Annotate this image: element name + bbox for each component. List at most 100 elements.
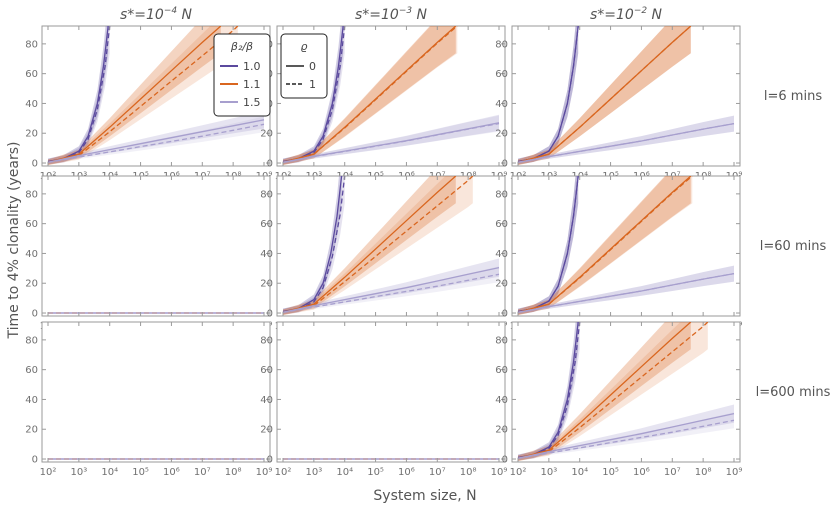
y-tick-label: 0: [32, 159, 38, 170]
plot-area: [517, 322, 735, 462]
band-beta-1.5-rho-0: [518, 404, 734, 460]
series-line-beta-1.5-rho-1: [517, 419, 735, 459]
band-beta-1.1-rho-1: [518, 176, 693, 316]
y-tick-label: 60: [260, 219, 273, 230]
series-line-beta-1.1-rho-0: [47, 26, 222, 163]
y-tick-label: 20: [260, 279, 273, 290]
y-tick-label: 60: [495, 365, 508, 376]
y-tick-label: 40: [495, 249, 508, 260]
band-beta-1.1-rho-1: [48, 26, 238, 166]
y-tick-label: 40: [260, 249, 273, 260]
x-tick-label: 10²: [40, 467, 57, 478]
legend-beta: β₂/β 1.0 1.1 1.5: [213, 33, 271, 117]
series-line-beta-1.0-rho-1: [517, 322, 581, 459]
band-beta-1.0-rho-0: [283, 26, 344, 165]
series-line-beta-1.5-rho-0: [47, 119, 265, 163]
panel-frame: [276, 321, 506, 463]
y-tick-label: 80: [25, 39, 38, 50]
band-beta-1.1-rho-0: [283, 176, 456, 316]
column-title-2: s*=10−2 N: [590, 6, 663, 23]
series-line-beta-1.0-rho-1: [517, 176, 579, 313]
series-line-beta-1.1-rho-1: [282, 176, 474, 313]
x-tick-label: 10⁶: [163, 467, 180, 478]
y-tick-label: 20: [495, 425, 508, 436]
y-tick-label: 20: [25, 279, 38, 290]
legend-entry-label: 1.0: [243, 60, 261, 73]
y-tick-label: 60: [260, 365, 273, 376]
panel-r2-c2: 0 20 40 60 80 10² 10³ 10⁴ 10⁵ 10⁶ 10⁷ 10⁸ 10⁹: [495, 321, 742, 478]
x-tick-label: 10⁸: [460, 467, 477, 478]
panel-frame: [41, 321, 271, 463]
band-beta-1.0-rho-0: [518, 322, 579, 461]
y-tick-label: 20: [495, 129, 508, 140]
band-beta-1.5-rho-0: [518, 265, 734, 314]
x-tick-label: 10³: [540, 467, 557, 478]
band-beta-1.5-rho-1: [518, 265, 734, 314]
y-tick-label: 80: [495, 335, 508, 346]
x-tick-label: 10⁵: [132, 467, 149, 478]
panel-frame: [511, 25, 741, 167]
band-beta-1.1-rho-0: [518, 322, 691, 462]
y-tick-label: 20: [25, 129, 38, 140]
panels-layer: 02040608010²10³10⁴10⁵10⁶10⁷10⁸10⁹0204060…: [25, 25, 742, 478]
plot-area: [282, 26, 500, 166]
y-tick-label: 20: [260, 425, 273, 436]
y-tick-label: 80: [25, 335, 38, 346]
x-tick-label: 10⁹: [491, 467, 508, 478]
legend-rho: ϱ0 1: [280, 33, 328, 99]
x-tick-label: 10³: [305, 467, 322, 478]
x-tick-label: 10⁴: [101, 467, 118, 478]
panel-frame: [276, 175, 506, 317]
y-tick-label: 60: [25, 365, 38, 376]
series-line-beta-1.1-rho-1: [282, 26, 458, 163]
x-tick-label: 10⁶: [398, 467, 415, 478]
y-tick-label: 40: [25, 249, 38, 260]
panel-frame: [511, 175, 741, 317]
band-beta-1.5-rho-0: [518, 115, 734, 164]
y-tick-label: 0: [267, 159, 273, 170]
band-beta-1.1-rho-1: [518, 322, 708, 462]
band-beta-1.5-rho-0: [283, 114, 499, 164]
x-tick-label: 10³: [70, 467, 87, 478]
y-tick-label: 0: [267, 309, 273, 320]
y-tick-label: 60: [495, 69, 508, 80]
legend-box: [213, 33, 271, 117]
band-beta-1.5-rho-1: [518, 115, 734, 164]
y-tick-label: 20: [25, 425, 38, 436]
x-tick-label: 10⁹: [256, 467, 273, 478]
legend-title: ϱ: [301, 40, 308, 53]
x-axis-label: System size, N: [373, 488, 476, 504]
band-beta-1.0-rho-1: [518, 322, 580, 461]
band-beta-1.1-rho-0: [283, 26, 456, 166]
series-line-beta-1.5-rho-0: [282, 266, 500, 313]
band-beta-1.0-rho-0: [518, 176, 579, 315]
y-tick-label: 60: [25, 219, 38, 230]
panel-r2-c0: 0 20 40 60 80 10² 10³ 10⁴ 10⁵ 10⁶ 10⁷ 10⁸ 10⁹: [25, 321, 273, 478]
column-title-1: s*=10−3 N: [355, 6, 428, 23]
panel-r2-c1: 0 20 40 60 80 10² 10³ 10⁴ 10⁵ 10⁶ 10⁷ 10⁸ 10⁹: [260, 321, 508, 478]
x-tick-label: 10⁸: [225, 467, 242, 478]
band-beta-1.5-rho-0: [283, 258, 499, 314]
x-tick-label: 10⁷: [194, 467, 211, 478]
band-beta-1.1-rho-0: [518, 176, 691, 316]
y-tick-label: 0: [32, 309, 38, 320]
legend-entry-label: 1.5: [243, 96, 261, 109]
y-tick-label: 0: [502, 159, 508, 170]
y-tick-label: 20: [260, 129, 273, 140]
x-tick-label: 10⁵: [602, 467, 619, 478]
band-beta-1.0-rho-1: [518, 176, 579, 315]
x-tick-label: 10⁷: [664, 467, 681, 478]
y-tick-label: 0: [502, 455, 508, 466]
plot-area: [517, 26, 735, 166]
band-beta-1.1-rho-0: [518, 26, 691, 166]
titles-layer: s*=10−4 N s*=10−3 N s*=10−2 N l=6 mins l=60 …: [6, 6, 830, 504]
y-tick-label: 80: [260, 189, 273, 200]
band-beta-1.0-rho-1: [518, 26, 579, 165]
y-tick-label: 60: [495, 219, 508, 230]
series-line-beta-1.0-rho-1: [282, 176, 346, 313]
y-tick-label: 80: [25, 189, 38, 200]
plot-area: [517, 176, 735, 316]
